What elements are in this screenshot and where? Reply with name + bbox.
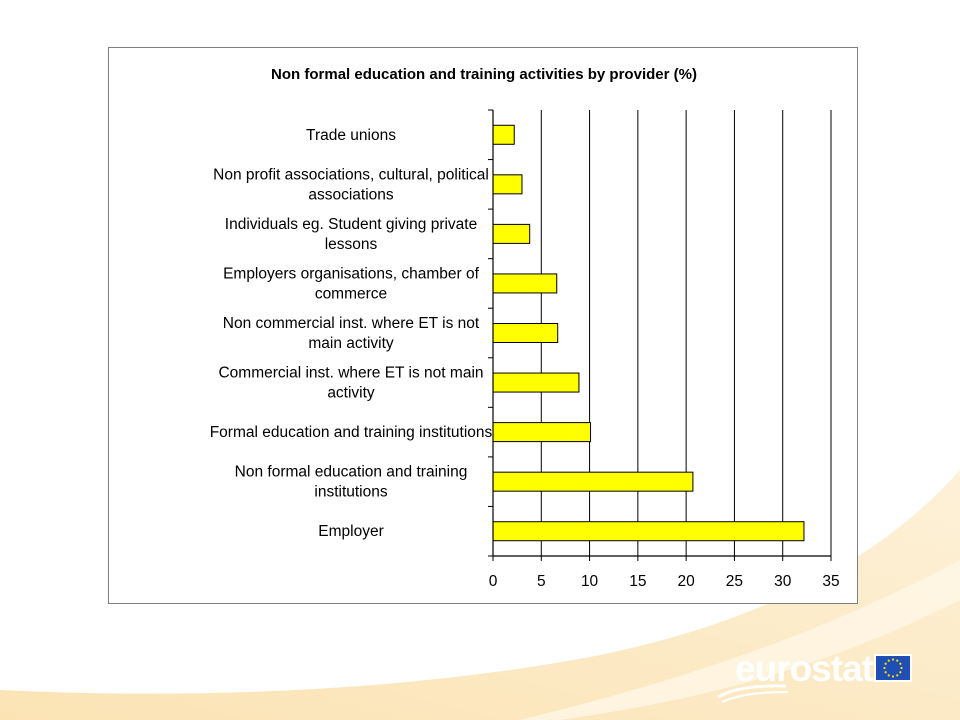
- category-label: Formal education and training institutio…: [210, 424, 493, 441]
- flag-star: [891, 658, 895, 661]
- flag-star: [899, 662, 902, 665]
- category-label-line: Employers organisations, chamber of: [223, 265, 480, 282]
- category-label: Employers organisations, chamber of comme…: [223, 265, 480, 302]
- category-label: Employer: [318, 523, 383, 540]
- category-label: Trade unions: [306, 127, 396, 144]
- background-swoosh: [0, 470, 960, 720]
- category-label-line: Non commercial inst. where ET is not: [223, 315, 480, 332]
- flag-star: [896, 659, 899, 662]
- bar: [492, 174, 523, 195]
- category-labels: Trade unions Non profit associations, cul…: [210, 127, 493, 540]
- flag-star: [887, 659, 890, 662]
- eurostat-logo: eurostat: [735, 648, 874, 689]
- category-label-line: Formal education and training institutio…: [210, 424, 493, 441]
- bar: [492, 124, 515, 145]
- category-label-line: institutions: [314, 484, 387, 501]
- bar: [492, 372, 580, 393]
- x-tick-labels: 0 5 10 15 20 25 30 35: [489, 573, 840, 590]
- category-label: Non profit associations, cultural, polit…: [213, 166, 489, 203]
- category-label-line: commerce: [315, 285, 387, 302]
- bar: [492, 323, 559, 343]
- category-label-line: associations: [308, 186, 394, 203]
- category-label-line: main activity: [308, 335, 394, 352]
- category-label-line: Employer: [318, 523, 383, 540]
- category-label-line: Trade unions: [306, 127, 396, 144]
- flag-star: [884, 662, 887, 665]
- category-label: Commercial inst. where ET is not main act…: [218, 365, 483, 402]
- x-tick-label: 35: [822, 573, 839, 590]
- category-label-line: activity: [327, 385, 375, 402]
- bars: [492, 124, 805, 542]
- chart-title: Non formal education and training activi…: [271, 66, 697, 83]
- flag-star: [891, 675, 895, 678]
- bar-chart: Non formal education and training activi…: [210, 66, 840, 590]
- category-label-line: Non formal education and training: [235, 464, 468, 481]
- x-tick-label: 10: [581, 573, 599, 590]
- category-label-line: Commercial inst. where ET is not main: [218, 365, 483, 382]
- eu-flag-icon: [874, 654, 912, 682]
- x-tick-label: 15: [629, 573, 646, 590]
- flag-star: [896, 674, 899, 677]
- bar: [492, 422, 592, 443]
- eurostat-swoosh-icon: [717, 684, 789, 703]
- x-tick-label: 5: [537, 573, 546, 590]
- category-label-line: Non profit associations, cultural, polit…: [213, 166, 489, 183]
- bar: [492, 223, 531, 244]
- axes: [488, 109, 831, 557]
- bar: [492, 273, 558, 294]
- flag-star: [899, 671, 902, 674]
- bar: [492, 471, 694, 492]
- category-label: Non commercial inst. where ET is not main…: [223, 315, 480, 352]
- x-tick-label: 30: [774, 573, 792, 590]
- category-label-line: lessons: [325, 236, 378, 253]
- x-tick-label: 25: [726, 573, 743, 590]
- category-label-line: Individuals eg. Student giving private: [225, 216, 477, 233]
- bar: [492, 521, 805, 542]
- chart-frame: Non formal education and training activi…: [108, 47, 858, 604]
- flag-star: [884, 671, 887, 674]
- flag-star: [900, 666, 903, 670]
- x-tick-label: 0: [489, 573, 498, 590]
- flag-star: [883, 666, 886, 670]
- category-label: Individuals eg. Student giving private le…: [225, 216, 477, 253]
- x-tick-label: 20: [678, 573, 696, 590]
- category-label: Non formal education and training institu…: [235, 464, 468, 501]
- flag-star: [887, 674, 890, 677]
